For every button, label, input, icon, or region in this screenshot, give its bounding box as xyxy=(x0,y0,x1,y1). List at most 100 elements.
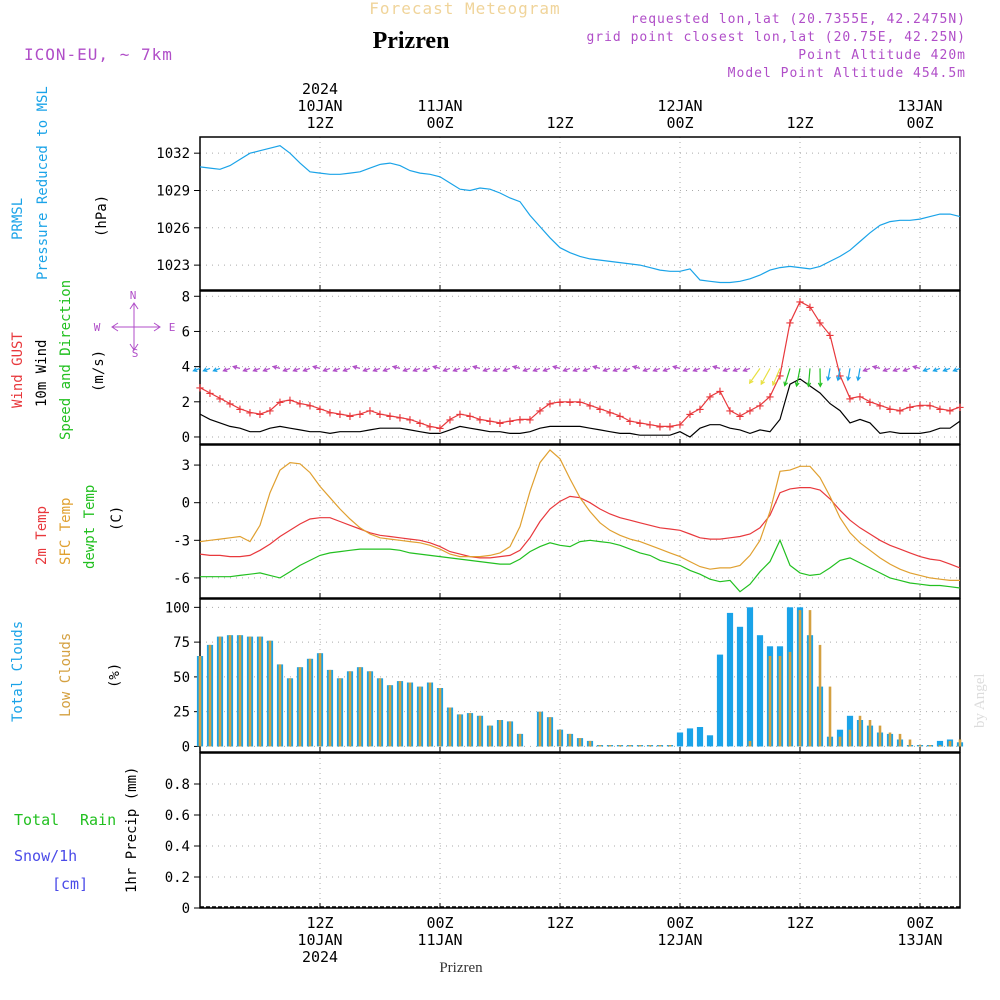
wind-direction-arrow xyxy=(462,367,471,372)
wind-direction-arrow xyxy=(362,367,371,372)
top-time-label: 12Z xyxy=(546,114,573,132)
wind-direction-arrow xyxy=(522,367,531,372)
arrow-head xyxy=(442,367,448,372)
arrow-head xyxy=(760,380,765,386)
y-tick-label: 0 xyxy=(182,901,190,917)
arrow-head xyxy=(612,367,618,372)
wind-direction-arrow xyxy=(922,367,931,372)
arrow-shaft xyxy=(749,368,761,384)
gust-marker: + xyxy=(576,395,584,411)
y-tick-label: 1032 xyxy=(156,146,190,162)
bottom-time-label: 10JAN xyxy=(297,931,342,949)
arrow-head xyxy=(922,367,928,372)
pressure-label-desc: Pressure Reduced to MSL xyxy=(35,86,51,280)
wind-direction-arrow xyxy=(222,367,231,372)
arrow-head xyxy=(662,367,668,372)
arrow-head xyxy=(783,381,789,387)
arrow-shaft xyxy=(772,368,781,386)
low-cloud-bar xyxy=(578,738,582,747)
arrow-head xyxy=(292,367,298,372)
wind-direction-arrow xyxy=(732,367,741,372)
wind-direction-arrow xyxy=(662,367,671,372)
gust-marker: + xyxy=(746,404,754,420)
arrow-head xyxy=(352,365,358,370)
arrow-head xyxy=(432,365,438,370)
panel-frame xyxy=(199,598,961,753)
wind-direction-arrow xyxy=(952,367,961,372)
clouds-panel: 0 25 50 75 100 xyxy=(165,598,964,755)
precip-axis-label: 1hr Precip (mm) xyxy=(124,767,140,893)
wind-direction-arrow xyxy=(602,367,611,372)
wind-direction-arrow xyxy=(642,367,651,372)
gust-marker: + xyxy=(346,409,354,425)
gust-marker: + xyxy=(616,409,624,425)
arrow-head xyxy=(682,367,688,372)
low-cloud-bar xyxy=(608,745,612,747)
bottom-time-label: 12Z xyxy=(786,914,813,932)
low-clouds-label: Low Clouds xyxy=(58,633,74,717)
total-cloud-bar xyxy=(696,727,704,747)
gust-marker: + xyxy=(646,418,654,434)
gust-marker: + xyxy=(606,405,614,421)
panel-frame xyxy=(199,752,961,909)
gust-marker: + xyxy=(386,409,394,425)
y-tick-label: 0.2 xyxy=(165,870,190,886)
arrow-head xyxy=(192,367,198,372)
low-cloud-bar xyxy=(628,745,632,747)
gust-marker: + xyxy=(956,400,964,416)
arrow-shaft xyxy=(807,368,811,387)
arrow-head xyxy=(582,367,588,372)
low-cloud-bar xyxy=(778,656,782,747)
low-cloud-bar xyxy=(588,740,592,747)
gust-marker: + xyxy=(796,295,804,311)
wind-direction-arrow xyxy=(622,367,631,372)
wind-direction-arrow xyxy=(312,365,321,370)
low-cloud-bar xyxy=(658,745,662,747)
arrow-head xyxy=(771,380,777,387)
gust-marker: + xyxy=(656,419,664,435)
wind-direction-arrow xyxy=(932,367,941,372)
low-cloud-bar xyxy=(838,736,842,747)
wind-direction-arrow xyxy=(322,367,331,372)
y-tick-label: 100 xyxy=(165,600,190,616)
precip-snow-unit-label: [cm] xyxy=(52,875,88,893)
y-tick-label: 25 xyxy=(173,705,190,721)
arrow-head xyxy=(242,367,248,372)
gust-marker: + xyxy=(936,402,944,418)
arrow-head xyxy=(542,367,548,372)
grid-point-coords: grid point closest lon,lat (20.75E, 42.2… xyxy=(586,30,966,45)
y-tick-label: 8 xyxy=(182,289,190,305)
wind-direction-arrow xyxy=(332,367,341,372)
low-cloud-bar xyxy=(348,671,352,747)
y-tick-label: 6 xyxy=(182,324,190,340)
gust-marker: + xyxy=(486,414,494,430)
arrow-head xyxy=(502,367,508,372)
y-tick-label: 0.8 xyxy=(165,777,190,793)
temp2m-label: 2m Temp xyxy=(34,506,50,565)
compass-arrows-icon xyxy=(111,302,161,351)
gust-marker: + xyxy=(516,412,524,428)
arrow-head xyxy=(592,365,598,370)
wind-direction-arrow xyxy=(692,367,701,372)
arrow-head xyxy=(702,367,708,372)
low-cloud-bar xyxy=(788,651,792,747)
wind-direction-arrow xyxy=(532,367,541,372)
arrow-shaft xyxy=(760,368,771,385)
low-cloud-bar xyxy=(878,725,882,747)
low-cloud-bar xyxy=(638,745,642,747)
total-cloud-bar xyxy=(706,735,714,747)
low-cloud-bar xyxy=(538,711,542,747)
arrow-head xyxy=(836,376,841,382)
wind-direction-arrow xyxy=(282,367,291,372)
gust-marker: + xyxy=(556,395,564,411)
low-cloud-bar xyxy=(488,725,492,747)
gust-marker: + xyxy=(436,421,444,437)
wind-direction-arrow xyxy=(942,367,951,372)
gust-marker: + xyxy=(296,397,304,413)
wind-direction-arrow xyxy=(862,367,871,372)
low-cloud-bar xyxy=(218,636,222,747)
arrow-head xyxy=(632,365,638,370)
wind-direction-arrow xyxy=(572,367,581,372)
low-cloud-bar xyxy=(858,715,862,747)
bottom-time-label: 12JAN xyxy=(657,931,702,949)
